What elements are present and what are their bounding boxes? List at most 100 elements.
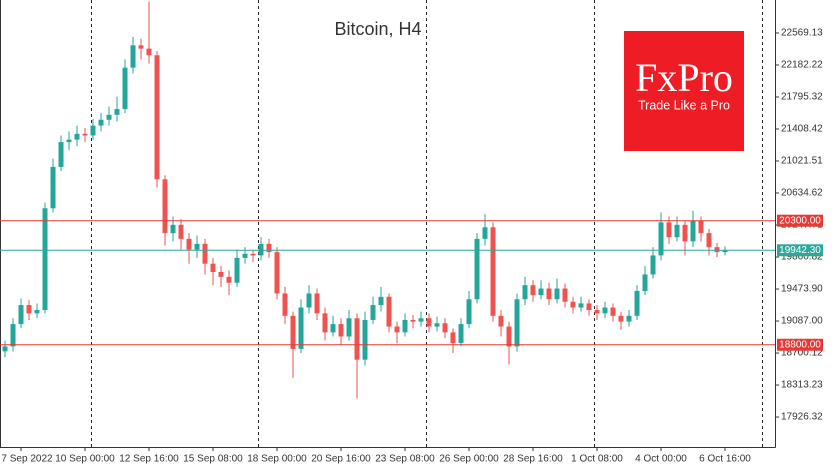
candle-body: [330, 324, 336, 333]
candle-body: [194, 243, 200, 250]
candle-body: [690, 220, 696, 242]
separators: [91, 0, 763, 447]
candle-body: [354, 318, 360, 360]
candle-body: [458, 324, 464, 344]
candle-body: [274, 252, 280, 294]
candle-body: [562, 288, 568, 302]
candle-body: [50, 166, 56, 209]
candle-body: [642, 274, 648, 291]
logo-box: [624, 31, 744, 151]
y-tick-label: 21408.42: [781, 124, 823, 135]
chart-title: Bitcoin, H4: [334, 19, 421, 39]
candle-body: [258, 243, 264, 256]
candle-body: [58, 142, 64, 167]
candle-body: [42, 208, 48, 311]
candle-body: [538, 288, 544, 296]
candle-body: [658, 222, 664, 256]
candle-body: [514, 299, 520, 347]
candle-body: [594, 310, 600, 314]
candle-body: [98, 119, 104, 126]
candle-body: [338, 324, 344, 337]
candle-body: [170, 224, 176, 234]
logo-title: FxPro: [635, 55, 733, 100]
x-tick-label: 10 Sep 00:00: [55, 454, 115, 465]
candle-body: [482, 227, 488, 239]
y-tick-label: 20634.62: [781, 188, 823, 199]
logo: FxPro Trade Like a Pro: [624, 31, 744, 151]
candle-body: [682, 224, 688, 242]
candle-body: [722, 250, 728, 253]
candle-body: [106, 114, 112, 120]
candle-body: [418, 318, 424, 322]
y-tick-label: 18313.23: [781, 380, 823, 391]
candle-body: [450, 332, 456, 344]
candle-body: [34, 310, 40, 314]
candle-body: [66, 139, 72, 143]
level-label-box: [777, 338, 823, 351]
x-tick-label: 6 Oct 16:00: [699, 454, 751, 465]
candle-body: [666, 222, 672, 238]
level-label: 19942.30: [779, 245, 821, 256]
candle-body: [706, 233, 712, 248]
candle-body: [610, 307, 616, 316]
candle-body: [10, 324, 16, 347]
candle-body: [426, 318, 432, 327]
candle-body: [370, 305, 376, 320]
candle-body: [82, 133, 88, 136]
candle-body: [138, 45, 144, 49]
candle-body: [506, 326, 512, 347]
y-tick-label: 22569.13: [781, 28, 823, 39]
candle-body: [26, 305, 32, 314]
candle-body: [650, 255, 656, 275]
candle-body: [346, 318, 352, 337]
candle-body: [234, 257, 240, 283]
level-label: 18800.00: [779, 339, 821, 350]
x-tick-label: 7 Sep 2022: [1, 454, 53, 465]
candle-body: [626, 315, 632, 322]
candle-body: [226, 276, 232, 283]
candle-body: [714, 247, 720, 253]
candle-body: [122, 67, 128, 110]
candle-body: [210, 263, 216, 272]
x-tick-label: 1 Oct 08:00: [571, 454, 623, 465]
candle-body: [250, 253, 256, 256]
candle-body: [530, 285, 536, 296]
candle-body: [130, 45, 136, 68]
candle-body: [394, 326, 400, 333]
y-tick-label: 18700.12: [781, 348, 823, 359]
y-tick-label: 22182.22: [781, 60, 823, 71]
candle-body: [402, 319, 408, 333]
candle-body: [554, 288, 560, 300]
candle-body: [586, 303, 592, 311]
candle-body: [178, 224, 184, 239]
x-tick-label: 4 Oct 00:00: [635, 454, 687, 465]
candle-body: [242, 253, 248, 258]
candle-body: [290, 315, 296, 349]
candle-body: [218, 271, 224, 277]
y-tick-label: 21021.51: [781, 156, 823, 167]
y-tick-label: 21795.32: [781, 92, 823, 103]
x-tick-label: 26 Sep 00:00: [439, 454, 499, 465]
candle-body: [466, 299, 472, 325]
candle-body: [578, 303, 584, 308]
x-tick-label: 18 Sep 00:00: [247, 454, 307, 465]
x-tick-label: 15 Sep 08:00: [183, 454, 243, 465]
candle-body: [546, 288, 552, 300]
candle-body: [618, 315, 624, 322]
candle-body: [266, 243, 272, 253]
level-label-box: [777, 214, 823, 227]
candle-body: [202, 243, 208, 264]
candle-body: [314, 293, 320, 314]
candle-body: [442, 323, 448, 333]
x-tick-label: 28 Sep 16:00: [503, 454, 563, 465]
candle-body: [698, 220, 704, 234]
x-tick-label: 20 Sep 16:00: [311, 454, 371, 465]
candle-body: [162, 179, 168, 234]
candle-body: [154, 55, 160, 180]
candle-body: [146, 48, 152, 56]
candle-body: [674, 224, 680, 238]
candle-body: [570, 301, 576, 308]
candle-body: [602, 307, 608, 314]
candle-body: [634, 290, 640, 316]
